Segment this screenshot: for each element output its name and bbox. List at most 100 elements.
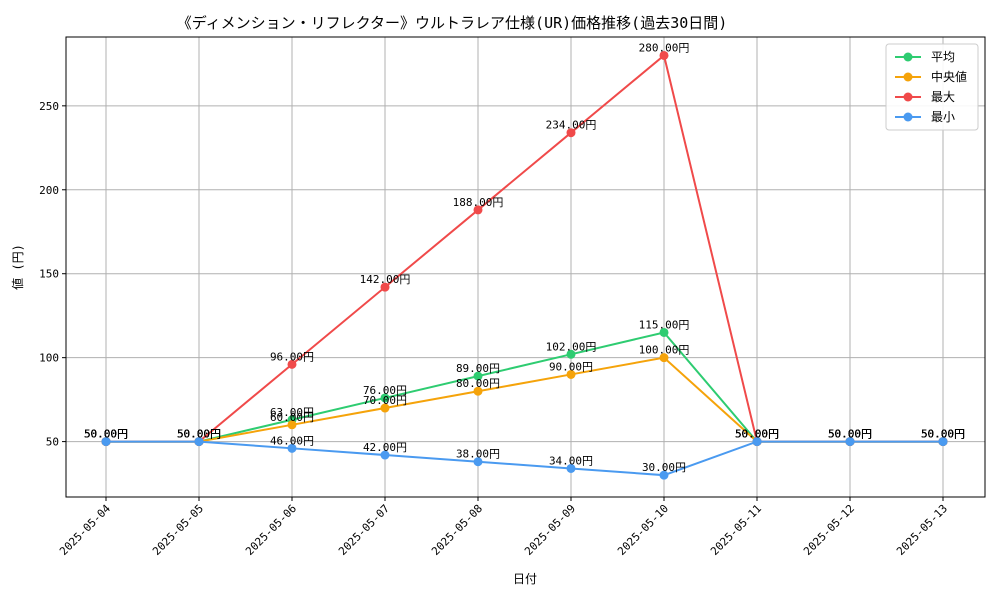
data-point xyxy=(473,457,483,467)
series-line xyxy=(106,331,943,443)
plot-area-frame xyxy=(65,36,986,498)
data-point xyxy=(380,450,390,460)
y-tick-label: 100 xyxy=(39,352,59,365)
data-point xyxy=(194,437,204,447)
x-tick-label: 2025-05-13 xyxy=(894,502,950,558)
data-label: 90.00円 xyxy=(549,360,593,373)
data-label: 42.00円 xyxy=(363,441,407,454)
legend-label: 最小 xyxy=(931,110,955,124)
data-label: 188.00円 xyxy=(453,196,504,209)
data-label: 50.00円 xyxy=(177,428,221,441)
y-tick-label: 200 xyxy=(39,184,59,197)
y-tick-label: 150 xyxy=(39,268,59,281)
data-point xyxy=(752,437,762,447)
data-label: 50.00円 xyxy=(828,428,872,441)
data-point xyxy=(845,437,855,447)
data-label: 76.00円 xyxy=(363,384,407,397)
data-point xyxy=(287,420,297,430)
x-tick-label: 2025-05-09 xyxy=(522,502,578,558)
series-line xyxy=(106,440,943,477)
y-axis-label: 値 (円) xyxy=(10,244,25,290)
data-label: 50.00円 xyxy=(921,428,965,441)
x-tick-label: 2025-05-10 xyxy=(615,502,671,558)
data-label: 30.00円 xyxy=(642,461,686,474)
data-label: 50.00円 xyxy=(177,428,221,441)
data-point xyxy=(101,437,111,447)
data-point xyxy=(566,463,576,473)
y-tick-label: 250 xyxy=(39,100,59,113)
data-point xyxy=(380,282,390,292)
x-tick-label: 2025-05-04 xyxy=(57,502,113,558)
data-label: 50.00円 xyxy=(84,428,128,441)
legend-label: 平均 xyxy=(931,50,955,64)
data-label: 50.00円 xyxy=(921,428,965,441)
legend-label: 最大 xyxy=(931,90,955,104)
data-label: 100.00円 xyxy=(639,344,690,357)
x-tick-label: 2025-05-11 xyxy=(708,502,764,558)
data-label: 50.00円 xyxy=(921,428,965,441)
x-tick-label: 2025-05-08 xyxy=(429,502,485,558)
data-label: 89.00円 xyxy=(456,362,500,375)
y-axis-ticks: 50 100 150 200 250 xyxy=(39,100,66,449)
data-label: 50.00円 xyxy=(177,428,221,441)
data-label: 80.00円 xyxy=(456,377,500,390)
x-tick-label: 2025-05-12 xyxy=(801,502,857,558)
x-axis-ticks: 2025-05-04 2025-05-05 2025-05-06 2025-05-07… xyxy=(57,497,950,558)
data-label: 50.00円 xyxy=(921,428,965,441)
data-label: 60.00円 xyxy=(270,411,314,424)
data-point xyxy=(473,371,483,381)
data-point xyxy=(938,437,948,447)
x-tick-label: 2025-05-07 xyxy=(336,502,392,558)
data-label: 115.00円 xyxy=(639,318,690,331)
data-point xyxy=(566,128,576,138)
data-label: 34.00円 xyxy=(549,454,593,467)
legend-marker xyxy=(903,112,913,122)
data-point xyxy=(566,349,576,359)
data-point xyxy=(380,403,390,413)
data-point xyxy=(473,386,483,396)
data-label: 142.00円 xyxy=(360,273,411,286)
data-point xyxy=(659,327,669,337)
legend-marker xyxy=(903,92,913,102)
data-label: 96.00円 xyxy=(270,350,314,363)
legend-marker xyxy=(903,72,913,82)
data-labels-layer: 50.00円 50.00円 63.00円 76.00円 89.00円 102.00円 115… xyxy=(84,41,965,474)
data-label: 102.00円 xyxy=(546,340,597,353)
data-label: 50.00円 xyxy=(735,428,779,441)
data-label: 50.00円 xyxy=(84,428,128,441)
data-label: 50.00円 xyxy=(828,428,872,441)
data-point xyxy=(659,470,669,480)
legend-marker xyxy=(903,52,913,62)
data-label: 50.00円 xyxy=(735,428,779,441)
data-point xyxy=(380,393,390,403)
data-label: 234.00円 xyxy=(546,119,597,132)
data-label: 50.00円 xyxy=(735,428,779,441)
data-point xyxy=(473,205,483,215)
x-tick-label: 2025-05-06 xyxy=(243,502,299,558)
data-point xyxy=(566,369,576,379)
chart-title: 《ディメンション・リフレクター》ウルトラレア仕様(UR)価格推移(過去30日間) xyxy=(177,14,728,32)
data-label: 50.00円 xyxy=(177,428,221,441)
data-point xyxy=(287,443,297,453)
data-label: 50.00円 xyxy=(828,428,872,441)
data-label: 38.00円 xyxy=(456,448,500,461)
x-tick-label: 2025-05-05 xyxy=(150,502,206,558)
data-label: 63.00円 xyxy=(270,406,314,419)
series-line xyxy=(106,356,943,443)
data-label: 70.00円 xyxy=(363,394,407,407)
x-axis-label: 日付 xyxy=(513,572,537,586)
data-point xyxy=(659,50,669,60)
grid-lines xyxy=(66,37,985,497)
data-point xyxy=(659,353,669,363)
data-label: 50.00円 xyxy=(735,428,779,441)
data-label: 280.00円 xyxy=(639,41,690,54)
data-label: 46.00円 xyxy=(270,434,314,447)
legend-box xyxy=(885,43,979,131)
y-tick-label: 50 xyxy=(46,436,59,449)
series-layer xyxy=(101,50,948,480)
legend-label: 中央値 xyxy=(931,69,967,84)
data-label: 50.00円 xyxy=(84,428,128,441)
